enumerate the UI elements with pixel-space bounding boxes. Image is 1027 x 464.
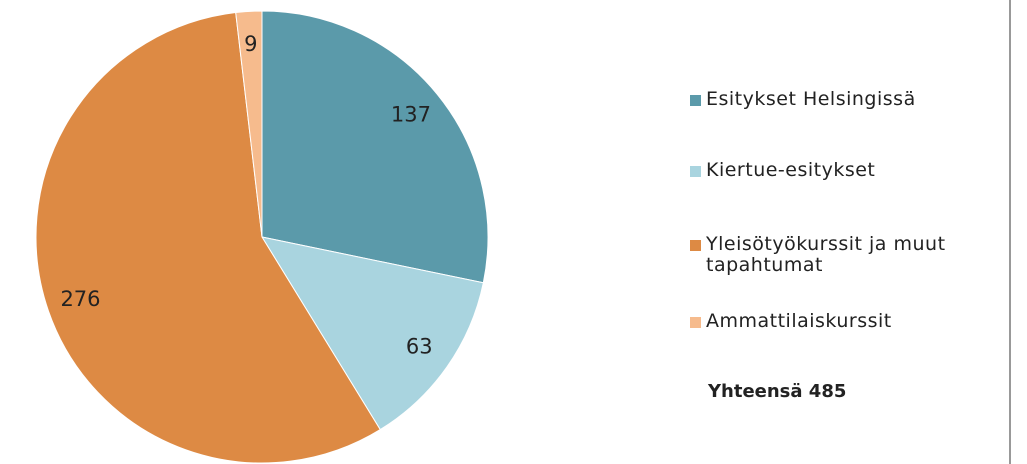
legend-item: Esitykset Helsingissä bbox=[690, 89, 990, 110]
legend-label: Yleisötyökurssit ja muut tapahtumat bbox=[706, 233, 946, 276]
legend-item: Kiertue-esitykset bbox=[690, 160, 990, 181]
pie-slice bbox=[261, 10, 489, 284]
total-annotation: Yhteensä 485 bbox=[708, 381, 847, 402]
data-label: 276 bbox=[60, 287, 100, 311]
legend-swatch bbox=[690, 317, 701, 328]
data-label: 63 bbox=[406, 334, 433, 358]
legend-swatch bbox=[690, 240, 701, 251]
legend-swatch bbox=[690, 166, 701, 177]
legend-swatch bbox=[690, 95, 701, 106]
pie-slice bbox=[35, 11, 381, 464]
legend-item: Yleisötyökurssit ja muut tapahtumat bbox=[690, 234, 990, 276]
pie-slice bbox=[260, 236, 484, 431]
data-label: 137 bbox=[391, 103, 431, 127]
legend-item: Ammattilaiskurssit bbox=[690, 311, 990, 332]
legend-label: Ammattilaiskurssit bbox=[706, 310, 892, 332]
frame-border bbox=[1009, 0, 1011, 464]
legend-label: Kiertue-esitykset bbox=[706, 159, 876, 181]
pie-slice bbox=[235, 10, 263, 238]
legend-label: Esitykset Helsingissä bbox=[706, 88, 916, 110]
data-label: 9 bbox=[244, 32, 257, 56]
